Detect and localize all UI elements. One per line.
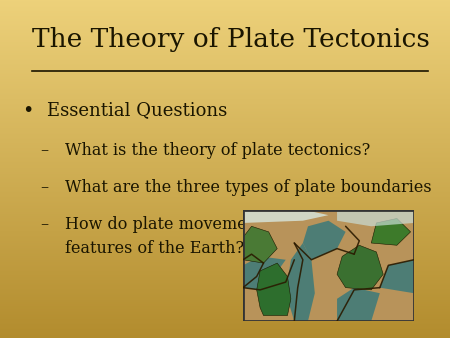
Polygon shape [337, 245, 383, 290]
Text: •: • [22, 101, 34, 120]
Text: –: – [40, 179, 49, 196]
Text: What are the three types of plate boundaries: What are the three types of plate bounda… [65, 179, 432, 196]
Text: –: – [40, 216, 49, 233]
Text: –: – [40, 142, 49, 159]
Text: How do plate movements relate to various
features of the Earth?: How do plate movements relate to various… [65, 216, 411, 257]
Polygon shape [337, 210, 414, 226]
Polygon shape [337, 288, 380, 321]
Polygon shape [371, 218, 410, 245]
Polygon shape [256, 263, 291, 316]
Polygon shape [286, 243, 315, 321]
Text: The Theory of Plate Tectonics: The Theory of Plate Tectonics [32, 27, 429, 52]
Text: Essential Questions: Essential Questions [47, 101, 228, 119]
Polygon shape [303, 221, 346, 260]
Polygon shape [243, 257, 286, 290]
Polygon shape [243, 226, 277, 263]
Text: What is the theory of plate tectonics?: What is the theory of plate tectonics? [65, 142, 370, 159]
Polygon shape [243, 210, 328, 223]
FancyBboxPatch shape [243, 210, 414, 321]
Polygon shape [380, 260, 414, 293]
